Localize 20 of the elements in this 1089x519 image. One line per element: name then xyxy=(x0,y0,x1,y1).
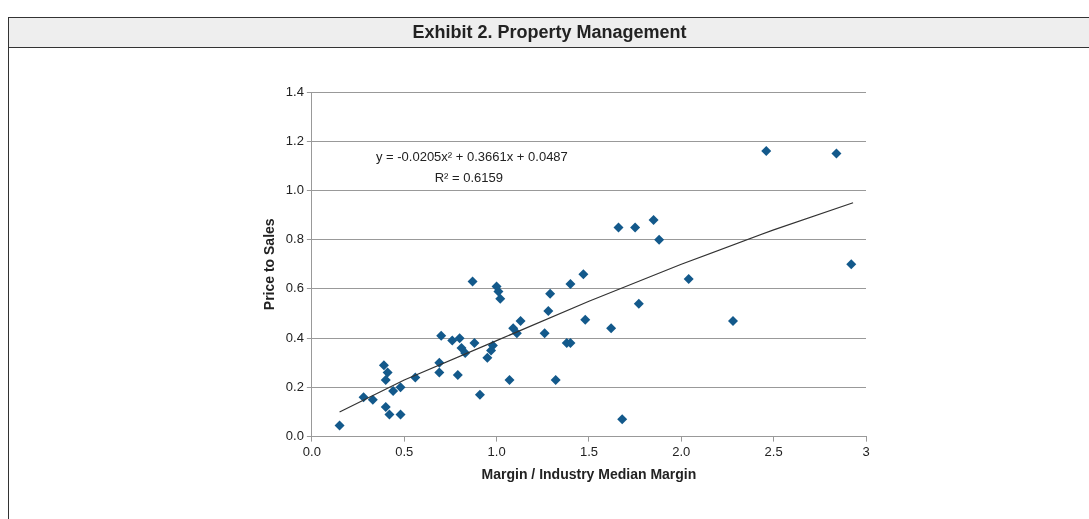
x-tick-label: 2.5 xyxy=(764,443,783,459)
y-axis-title: Price to Sales xyxy=(261,218,278,311)
x-tick-label: 1.5 xyxy=(579,443,598,459)
x-tick-label: 2.0 xyxy=(672,443,691,459)
y-tick-label: 0.0 xyxy=(285,428,304,444)
y-tick-label: 0.2 xyxy=(285,378,304,394)
annotation: y = -0.0205x² + 0.3661x + 0.0487 xyxy=(375,148,568,164)
y-tick-label: 1.0 xyxy=(285,182,304,198)
x-tick-label: 0.0 xyxy=(302,443,321,459)
x-tick-label: 3 xyxy=(862,443,870,459)
x-tick-label: 1.0 xyxy=(487,443,506,459)
x-tick-label: 0.5 xyxy=(395,443,414,459)
x-axis-title: Margin / Industry Median Margin xyxy=(481,466,697,483)
chart-title: Exhibit 2. Property Management xyxy=(8,17,1089,48)
y-tick-label: 0.4 xyxy=(285,329,304,345)
y-tick-label: 1.4 xyxy=(285,83,304,99)
y-tick-label: 1.2 xyxy=(285,132,304,148)
annotation: R² = 0.6159 xyxy=(434,169,504,185)
y-tick-label: 0.8 xyxy=(285,231,304,247)
y-tick-label: 0.6 xyxy=(285,280,304,296)
